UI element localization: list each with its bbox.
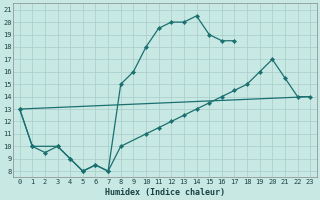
X-axis label: Humidex (Indice chaleur): Humidex (Indice chaleur) [105, 188, 225, 197]
